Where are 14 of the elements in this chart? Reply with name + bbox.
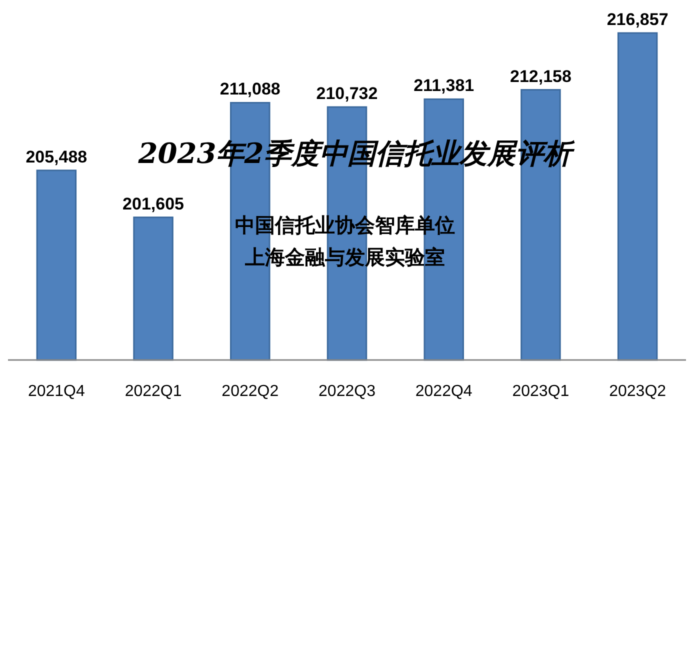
data-label: 205,488 bbox=[26, 147, 88, 166]
x-tick-label: 2022Q4 bbox=[415, 383, 472, 400]
data-label: 201,605 bbox=[122, 194, 184, 214]
x-tick-label: 2023Q1 bbox=[512, 383, 570, 400]
data-label: 212,158 bbox=[510, 66, 572, 86]
data-label: 211,088 bbox=[220, 80, 280, 99]
x-tick-label: 2021Q4 bbox=[28, 383, 85, 400]
data-label: 210,732 bbox=[316, 84, 378, 104]
x-tick-label: 2022Q1 bbox=[124, 383, 182, 400]
x-tick-label: 2022Q3 bbox=[318, 383, 376, 400]
data-label: 211,381 bbox=[414, 76, 474, 96]
x-tick-label: 2023Q2 bbox=[609, 383, 666, 400]
data-label: 216,857 bbox=[606, 10, 668, 29]
x-tick-label: 2022Q2 bbox=[222, 383, 279, 400]
